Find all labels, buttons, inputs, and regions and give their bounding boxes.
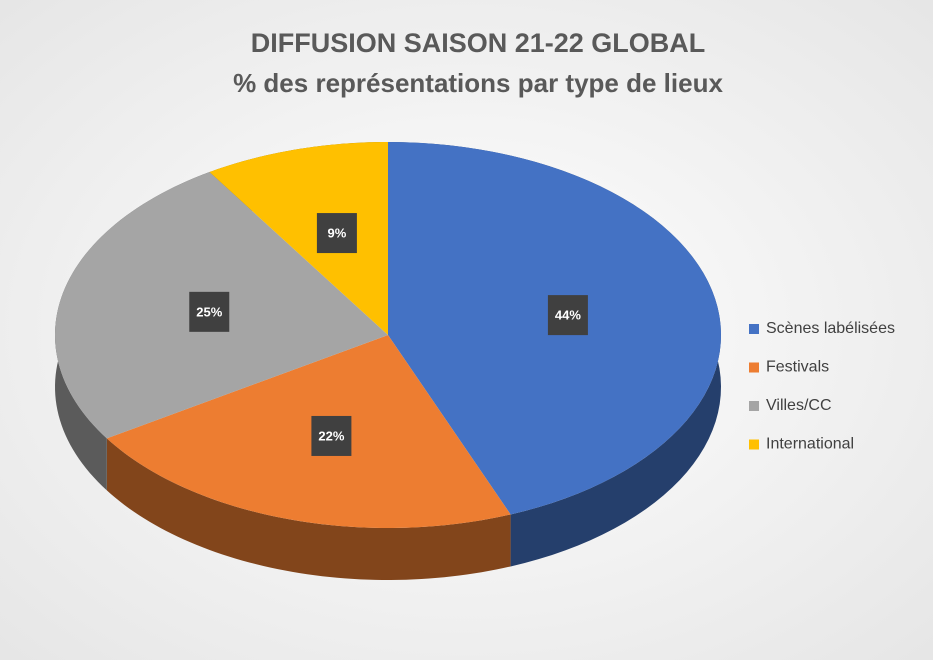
legend-label: Festivals [766,359,829,376]
data-label-box [189,291,230,332]
legend-swatch [749,324,759,334]
legend-label: Scènes labélisées [766,320,895,337]
data-label-box [311,415,352,456]
chart-title: DIFFUSION SAISON 21-22 GLOBAL [251,28,706,58]
legend-label: Villes/CC [766,397,832,414]
legend-swatch [749,401,759,411]
legend-swatch [749,439,759,450]
pie-wall [106,438,511,580]
chart-subtitle: % des représentations par type de lieux [233,68,723,98]
legend-label: International [766,436,854,453]
pie-slice [106,335,511,528]
data-label: 25% [196,304,222,319]
data-label: 44% [555,308,581,323]
data-label: 9% [328,226,347,241]
pie-slice [209,142,388,335]
data-label: 22% [318,428,344,443]
data-label-box [547,295,588,336]
legend-swatch [749,362,759,373]
data-label-box [316,213,357,254]
